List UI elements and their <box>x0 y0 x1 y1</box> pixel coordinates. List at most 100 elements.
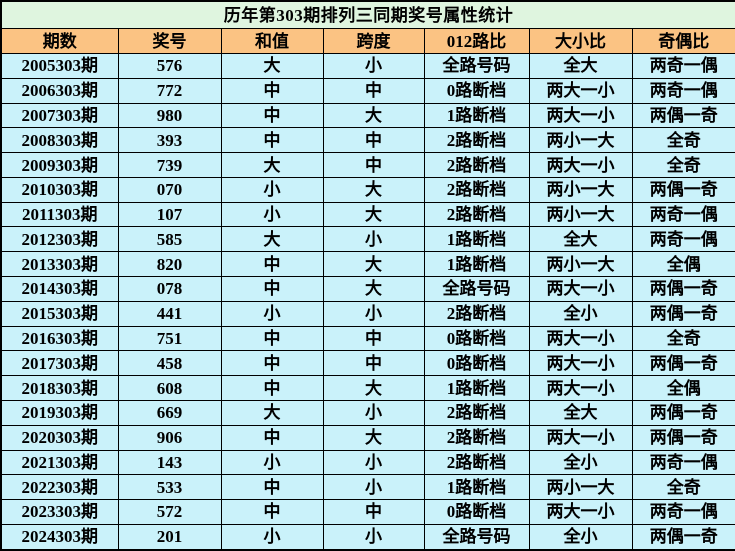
table-cell: 2路断档 <box>423 176 530 203</box>
table-cell: 大 <box>322 424 425 451</box>
table-cell: 中 <box>322 350 425 377</box>
table-cell: 458 <box>117 350 222 377</box>
table-cell: 小 <box>220 300 324 327</box>
table-cell: 全大 <box>528 399 633 426</box>
table-cell: 1路断档 <box>423 102 530 129</box>
table-cell: 两大一小 <box>528 424 633 451</box>
table-row: 2017303期 458 中中 0路断档 两大一小 两偶一奇 <box>0 350 735 377</box>
table-cell: 820 <box>117 251 222 278</box>
table-cell: 2013303期 <box>0 251 119 278</box>
table-cell: 2022303期 <box>0 474 119 501</box>
table-cell: 中 <box>322 152 425 178</box>
table-cell: 小 <box>322 226 425 253</box>
table-cell: 两偶一奇 <box>631 176 735 203</box>
table-cell: 669 <box>117 399 222 426</box>
table-cell: 全路号码 <box>423 53 530 79</box>
table-row: 2006303期 772 中中 0路断档 两大一小 两奇一偶 <box>0 77 735 104</box>
table-row: 2020303期 906 中大 2路断档 两大一小 两偶一奇 <box>0 424 735 451</box>
table-cell: 751 <box>117 325 222 352</box>
table-cell: 两偶一奇 <box>631 399 735 426</box>
table-cell: 739 <box>117 152 222 178</box>
table-cell: 2路断档 <box>423 201 530 228</box>
col-header-prize-num: 奖号 <box>117 28 222 54</box>
table-cell: 中 <box>220 499 324 525</box>
table-cell: 大 <box>220 226 324 253</box>
table-cell: 中 <box>220 350 324 377</box>
table-cell: 中 <box>220 251 324 278</box>
table-row: 2007303期 980 中大 1路断档 两大一小 两偶一奇 <box>0 102 735 129</box>
table-cell: 中 <box>220 102 324 129</box>
table-cell: 大 <box>220 152 324 178</box>
table-cell: 两小一大 <box>528 127 633 154</box>
col-header-parity: 奇偶比 <box>631 28 735 54</box>
table-cell: 585 <box>117 226 222 253</box>
table-cell: 2005303期 <box>0 53 119 79</box>
table-row: 2009303期 739 大中 2路断档 两大一小 全奇 <box>0 152 735 178</box>
table-cell: 两偶一奇 <box>631 276 735 302</box>
table-cell: 小 <box>322 300 425 327</box>
table-cell: 两偶一奇 <box>631 300 735 327</box>
table-cell: 全奇 <box>631 152 735 178</box>
table-cell: 2007303期 <box>0 102 119 129</box>
table-cell: 两奇一偶 <box>631 226 735 253</box>
table-cell: 608 <box>117 375 222 401</box>
table-cell: 两偶一奇 <box>631 350 735 377</box>
table-cell: 全奇 <box>631 474 735 501</box>
table-cell: 2006303期 <box>0 77 119 104</box>
table-cell: 小 <box>322 449 425 476</box>
table-cell: 2012303期 <box>0 226 119 253</box>
table-cell: 2023303期 <box>0 499 119 525</box>
table-cell: 大 <box>322 201 425 228</box>
table-cell: 两奇一偶 <box>631 201 735 228</box>
title-row: 历年第303期排列三同期奖号属性统计 <box>0 0 735 29</box>
table-cell: 1路断档 <box>423 226 530 253</box>
table-cell: 2路断档 <box>423 449 530 476</box>
table-cell: 中 <box>322 499 425 525</box>
table-cell: 1路断档 <box>423 375 530 401</box>
table-row: 2010303期 070 小大 2路断档 两小一大 两偶一奇 <box>0 176 735 203</box>
table-row: 2021303期 143 小小 2路断档 全小 两奇一偶 <box>0 449 735 476</box>
table-cell: 两小一大 <box>528 176 633 203</box>
table-cell: 全奇 <box>631 127 735 154</box>
col-header-span: 跨度 <box>322 28 425 54</box>
table-cell: 全偶 <box>631 375 735 401</box>
table-cell: 小 <box>220 201 324 228</box>
col-header-sum: 和值 <box>220 28 324 54</box>
table-cell: 全小 <box>528 300 633 327</box>
table-cell: 两大一小 <box>528 375 633 401</box>
table-cell: 全偶 <box>631 251 735 278</box>
table-cell: 小 <box>322 53 425 79</box>
table-cell: 两奇一偶 <box>631 449 735 476</box>
table-cell: 0路断档 <box>423 350 530 377</box>
table-cell: 2017303期 <box>0 350 119 377</box>
table-cell: 两大一小 <box>528 77 633 104</box>
table-cell: 2路断档 <box>423 399 530 426</box>
table-cell: 2008303期 <box>0 127 119 154</box>
col-header-period: 期数 <box>0 28 119 54</box>
table-cell: 2016303期 <box>0 325 119 352</box>
table-cell: 107 <box>117 201 222 228</box>
table-cell: 143 <box>117 449 222 476</box>
table-cell: 全大 <box>528 53 633 79</box>
table-row: 2013303期 820 中大 1路断档 两小一大 全偶 <box>0 251 735 278</box>
table-cell: 201 <box>117 523 222 551</box>
table-body: 2005303期 576 大小全路号码 全大 两奇一偶 2006303期 772 中中 0路断档… <box>0 53 735 551</box>
table-cell: 小 <box>220 523 324 551</box>
table-cell: 393 <box>117 127 222 154</box>
table-cell: 中 <box>220 127 324 154</box>
table-cell: 中 <box>220 276 324 302</box>
table-cell: 2018303期 <box>0 375 119 401</box>
table-cell: 1路断档 <box>423 251 530 278</box>
table-cell: 078 <box>117 276 222 302</box>
table-cell: 大 <box>220 399 324 426</box>
table-cell: 0路断档 <box>423 77 530 104</box>
table-cell: 小 <box>220 176 324 203</box>
table-cell: 2015303期 <box>0 300 119 327</box>
table-cell: 两偶一奇 <box>631 523 735 551</box>
table-cell: 中 <box>220 77 324 104</box>
table-cell: 两大一小 <box>528 325 633 352</box>
table-cell: 小 <box>322 474 425 501</box>
table-cell: 中 <box>220 424 324 451</box>
